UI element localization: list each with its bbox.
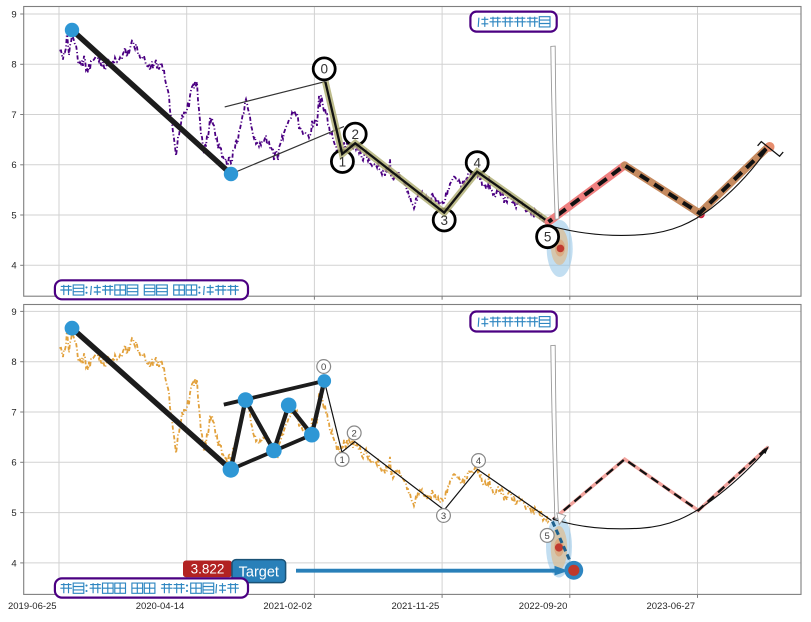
svg-text:0: 0: [320, 62, 328, 77]
svg-text:4: 4: [11, 261, 16, 272]
svg-text:2022-09-20: 2022-09-20: [519, 601, 568, 612]
svg-text:1: 1: [339, 154, 347, 169]
svg-text:5: 5: [544, 230, 552, 245]
svg-text:2021-11-25: 2021-11-25: [391, 601, 439, 612]
svg-text:2020-04-14: 2020-04-14: [136, 601, 185, 612]
svg-text:2: 2: [352, 428, 357, 439]
svg-text:6: 6: [11, 458, 16, 469]
svg-text:2019-06-25: 2019-06-25: [8, 601, 57, 612]
svg-text:3.822: 3.822: [191, 562, 225, 577]
svg-text:7: 7: [11, 407, 16, 418]
svg-text:6: 6: [11, 160, 16, 171]
svg-text:1: 1: [339, 455, 344, 466]
svg-text:7: 7: [11, 110, 16, 121]
svg-text:Target: Target: [239, 564, 279, 580]
svg-text:5: 5: [11, 508, 16, 519]
svg-text:3: 3: [441, 511, 446, 522]
svg-text:4: 4: [473, 156, 481, 171]
svg-text:9: 9: [11, 307, 16, 318]
svg-text:4: 4: [476, 456, 481, 467]
svg-text:4: 4: [11, 558, 16, 569]
svg-text:5: 5: [545, 531, 550, 542]
svg-text:3: 3: [440, 213, 448, 228]
svg-text:0: 0: [321, 362, 326, 373]
svg-text:9: 9: [11, 9, 16, 20]
svg-text:2021-02-02: 2021-02-02: [263, 601, 312, 612]
svg-text:8: 8: [11, 60, 16, 71]
svg-text:2: 2: [351, 127, 359, 142]
svg-text:8: 8: [11, 357, 16, 368]
svg-text:2023-06-27: 2023-06-27: [646, 601, 695, 612]
svg-text:5: 5: [11, 210, 16, 221]
